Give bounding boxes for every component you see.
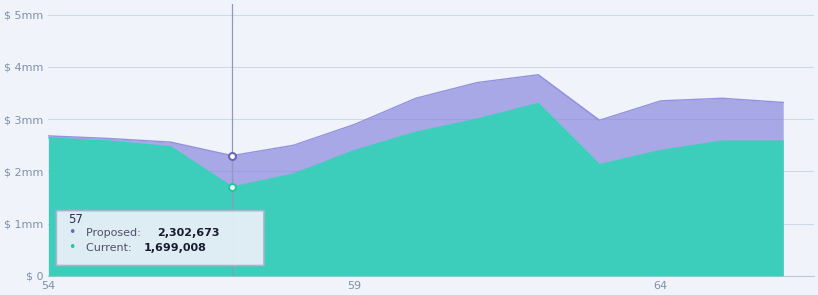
Text: Current:: Current:: [86, 243, 135, 253]
Text: •: •: [69, 226, 76, 239]
Text: Proposed:: Proposed:: [86, 228, 144, 238]
Text: 2,302,673: 2,302,673: [157, 228, 220, 238]
Text: 57: 57: [69, 213, 83, 226]
Text: •: •: [69, 241, 76, 254]
FancyBboxPatch shape: [56, 211, 264, 266]
Text: 1,699,008: 1,699,008: [143, 243, 206, 253]
